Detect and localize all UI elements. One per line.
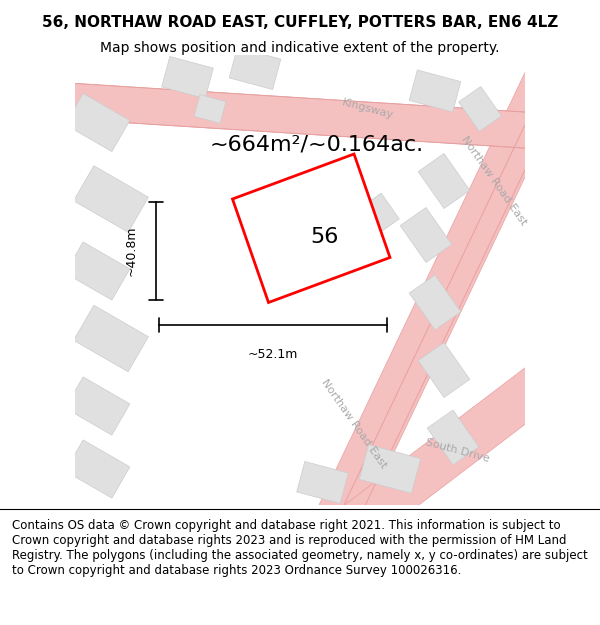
Polygon shape bbox=[65, 377, 130, 435]
Polygon shape bbox=[359, 444, 421, 493]
Polygon shape bbox=[400, 208, 452, 262]
Text: ~52.1m: ~52.1m bbox=[248, 348, 298, 361]
Polygon shape bbox=[74, 166, 148, 232]
Text: Northaw Road East: Northaw Road East bbox=[459, 134, 528, 228]
Polygon shape bbox=[309, 361, 561, 568]
Polygon shape bbox=[296, 461, 349, 504]
Text: Map shows position and indicative extent of the property.: Map shows position and indicative extent… bbox=[100, 41, 500, 55]
Polygon shape bbox=[229, 48, 281, 89]
Text: Kingsway: Kingsway bbox=[341, 98, 394, 121]
Polygon shape bbox=[458, 86, 502, 131]
Polygon shape bbox=[418, 154, 470, 209]
Text: Contains OS data © Crown copyright and database right 2021. This information is : Contains OS data © Crown copyright and d… bbox=[12, 519, 588, 578]
Polygon shape bbox=[74, 305, 148, 372]
Polygon shape bbox=[363, 193, 399, 232]
Polygon shape bbox=[409, 275, 461, 330]
Text: Northaw Road East: Northaw Road East bbox=[319, 378, 389, 471]
Polygon shape bbox=[418, 342, 470, 398]
Polygon shape bbox=[65, 242, 130, 300]
Polygon shape bbox=[194, 94, 226, 123]
Polygon shape bbox=[314, 168, 358, 212]
Text: 56: 56 bbox=[311, 228, 339, 248]
Polygon shape bbox=[233, 154, 390, 302]
Text: South Drive: South Drive bbox=[424, 438, 491, 464]
Text: ~40.8m: ~40.8m bbox=[125, 226, 138, 276]
Text: 56, NORTHAW ROAD EAST, CUFFLEY, POTTERS BAR, EN6 4LZ: 56, NORTHAW ROAD EAST, CUFFLEY, POTTERS … bbox=[42, 16, 558, 31]
Polygon shape bbox=[427, 410, 479, 465]
Polygon shape bbox=[65, 440, 130, 498]
Polygon shape bbox=[65, 93, 130, 152]
Polygon shape bbox=[52, 82, 548, 149]
Polygon shape bbox=[161, 56, 214, 99]
Text: ~664m²/~0.164ac.: ~664m²/~0.164ac. bbox=[210, 135, 424, 155]
Polygon shape bbox=[302, 68, 568, 559]
Polygon shape bbox=[409, 70, 461, 112]
